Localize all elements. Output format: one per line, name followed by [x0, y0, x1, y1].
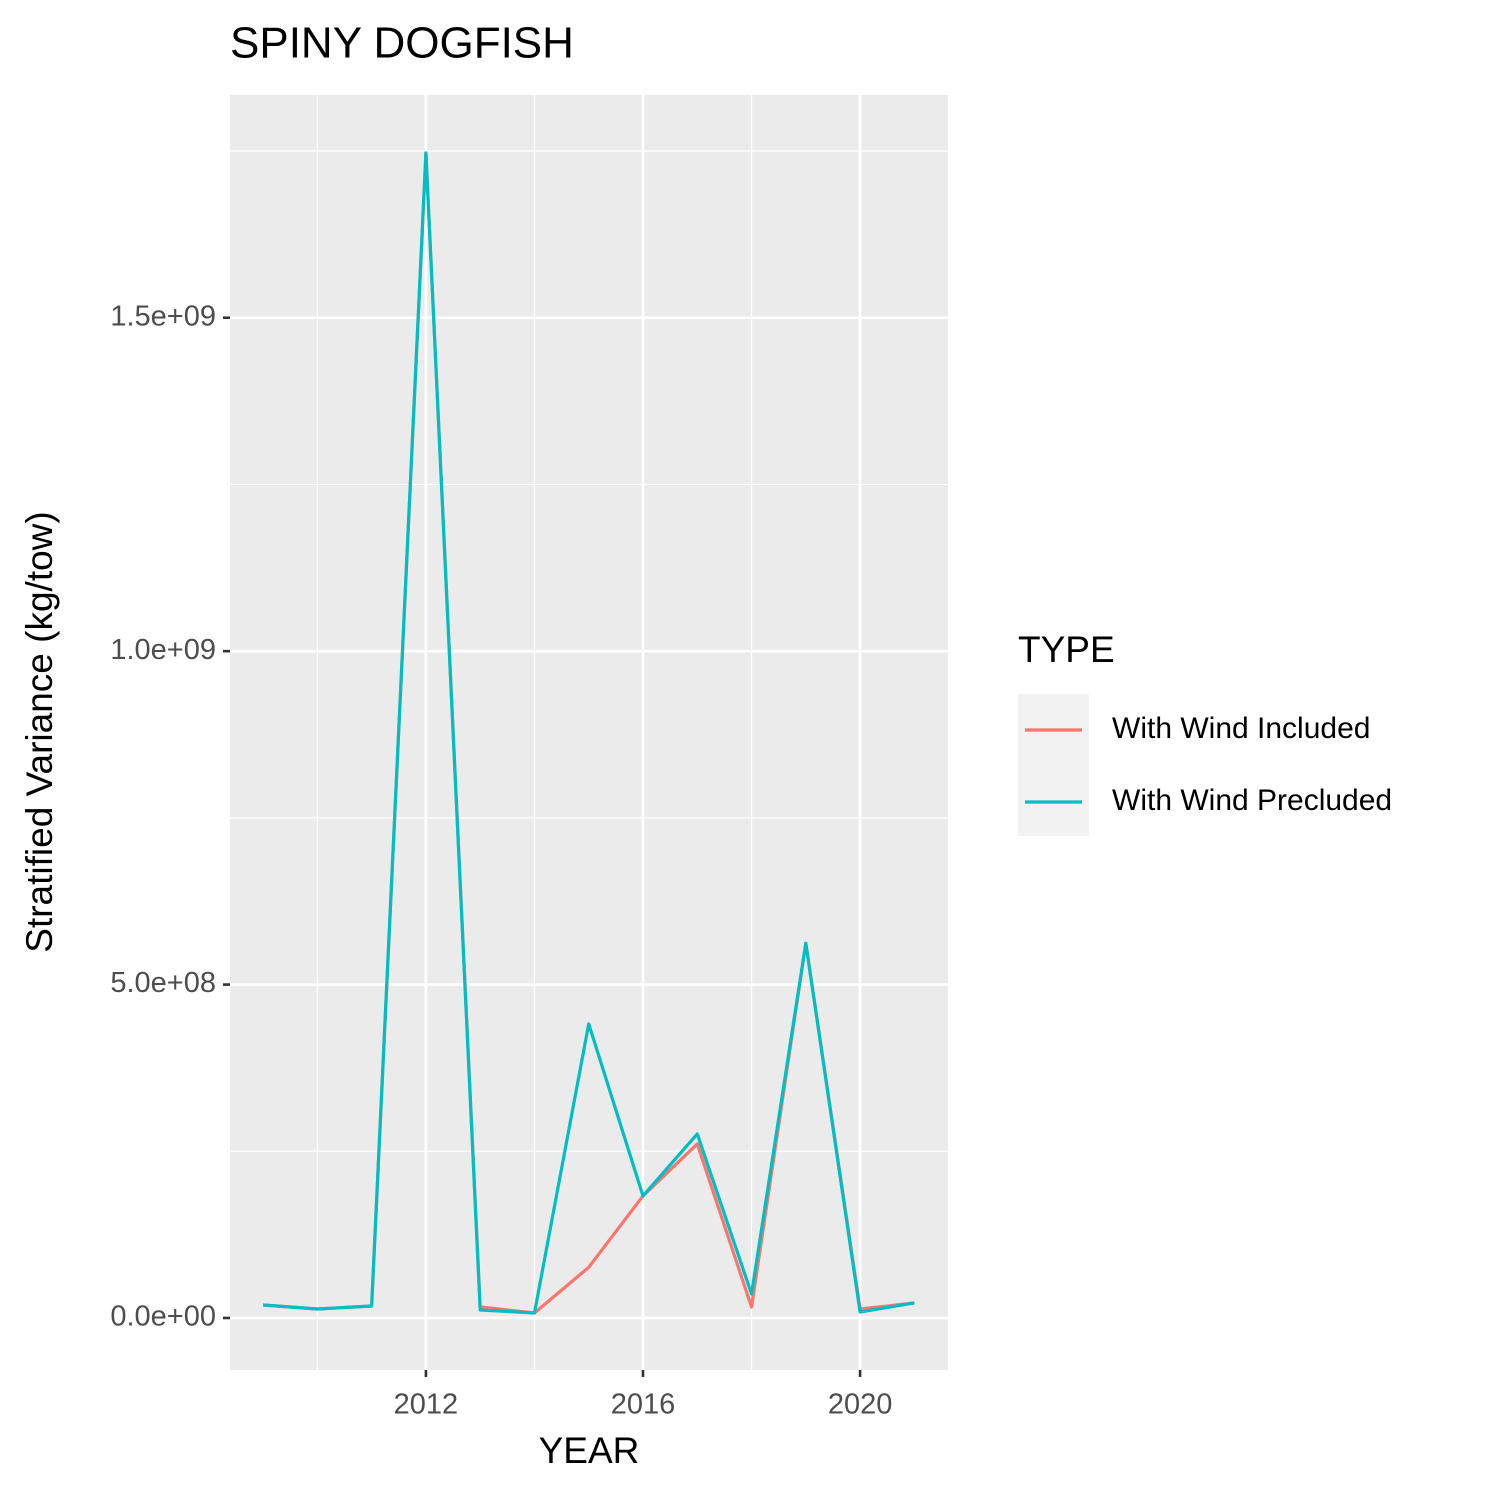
series-line [262, 151, 915, 1315]
x-tick-label: 2016 [611, 1389, 676, 1421]
y-tick-label: 1.5e+09 [110, 300, 216, 332]
y-tick-label: 1.0e+09 [110, 634, 216, 666]
legend-keys-bg [1018, 694, 1089, 836]
legend-title: TYPE [1018, 629, 1115, 670]
y-tick-label: 5.0e+08 [110, 967, 216, 999]
y-tick-label: 0.0e+00 [110, 1301, 216, 1333]
x-axis-title: YEAR [539, 1430, 640, 1471]
panel [230, 95, 948, 1370]
chart-title: SPINY DOGFISH [230, 19, 574, 68]
legend-label: With Wind Precluded [1112, 784, 1392, 817]
x-tick-label: 2020 [828, 1389, 893, 1421]
legend-label: With Wind Included [1112, 712, 1370, 745]
y-axis-title: Stratified Variance (kg/tow) [19, 511, 60, 952]
x-tick-label: 2012 [394, 1389, 459, 1421]
